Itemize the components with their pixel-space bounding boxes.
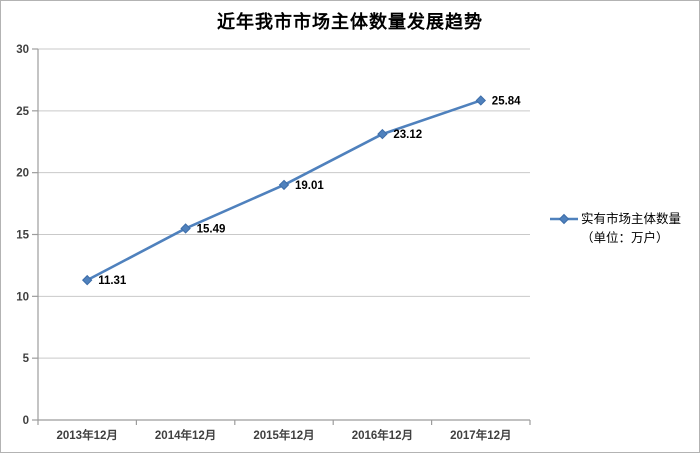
chart-title: 近年我市市场主体数量发展趋势 — [217, 12, 483, 32]
data-point-marker — [81, 274, 93, 286]
data-point-marker — [278, 179, 290, 191]
x-tick-label: 2015年12月 — [253, 428, 314, 442]
legend-series-name-line1: 实有市场主体数量 — [581, 212, 682, 226]
y-tick-label: 0 — [23, 415, 29, 427]
data-point-marker — [180, 223, 191, 234]
y-tick-label: 5 — [23, 353, 30, 365]
data-point-label: 15.49 — [197, 223, 226, 235]
data-point-marker — [377, 128, 388, 140]
legend: 实有市场主体数量 （单位：万户） — [549, 210, 681, 248]
y-tick-label: 30 — [16, 44, 29, 56]
y-tick-label: 15 — [16, 230, 29, 242]
y-tick-label: 20 — [16, 168, 29, 180]
data-point-label: 19.01 — [295, 180, 324, 192]
x-tick-label: 2013年12月 — [57, 428, 118, 442]
data-line — [85, 99, 483, 282]
data-point-label: 11.31 — [98, 275, 127, 287]
y-tick-label: 25 — [16, 106, 29, 118]
legend-line-marker-icon — [550, 213, 578, 225]
legend-text: 实有市场主体数量 （单位：万户） — [581, 210, 681, 248]
data-point-label: 23.12 — [393, 129, 422, 141]
x-tick-label: 2017年12月 — [450, 428, 511, 442]
y-tick-label: 10 — [16, 291, 29, 303]
data-point-label: 25.84 — [492, 95, 521, 107]
x-tick-label: 2014年12月 — [155, 428, 216, 442]
data-point-marker — [475, 95, 487, 106]
legend-series-name-line2: （单位：万户） — [581, 231, 669, 245]
x-tick-label: 2016年12月 — [352, 428, 413, 442]
